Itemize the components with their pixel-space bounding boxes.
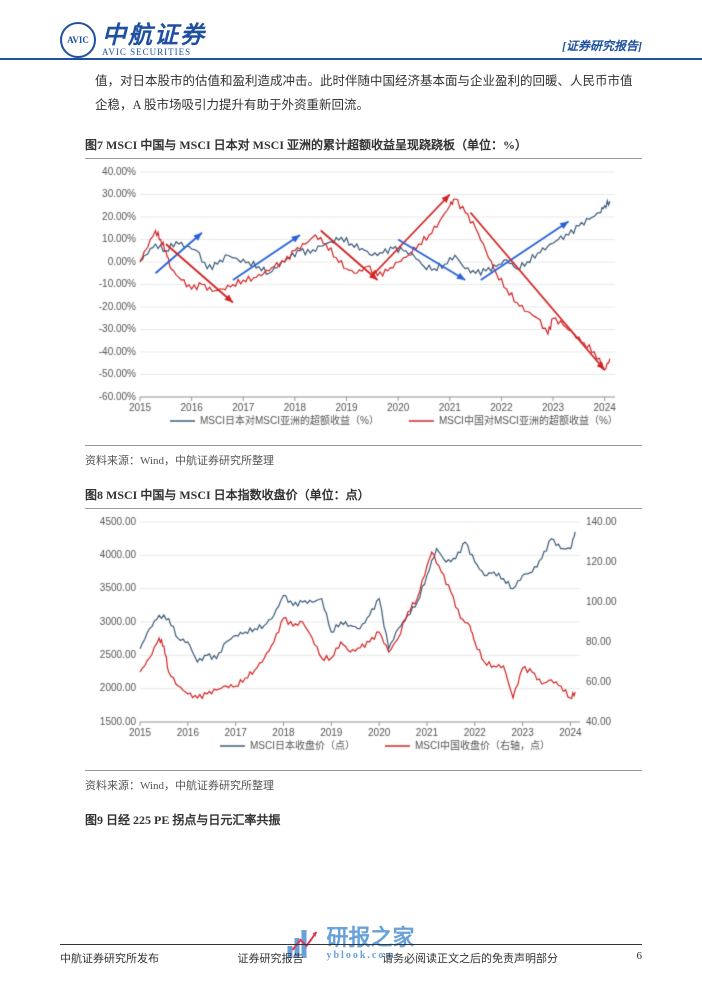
header-report-label: [证券研究报告] [562, 37, 642, 58]
logo-badge-icon: AVIC [60, 22, 96, 58]
fig8-source: 资料来源：Wind，中航证券研究所整理 [85, 777, 642, 793]
body: 值，对日本股市的估值和盈利造成冲击。此时伴随中国经济基本面与企业盈利的回暖、人民… [0, 60, 702, 828]
fig8-title: 图8 MSCI 中国与 MSCI 日本指数收盘价（单位：点） [85, 486, 642, 503]
fig8-chart [85, 512, 625, 767]
fig9-title: 图9 日经 225 PE 拐点与日元汇率共振 [85, 811, 642, 828]
logo-en: AVIC SECURITIES [102, 48, 206, 57]
page-footer: 中航证券研究所发布 证券研究报告 请务必阅读正文之后的免责声明部分 6 [60, 944, 642, 966]
logo-cn: 中航证券 [102, 24, 206, 48]
logo-text: 中航证券 AVIC SECURITIES [102, 24, 206, 57]
footer-right: 请务必阅读正文之后的免责声明部分 [382, 950, 558, 966]
logo: AVIC 中航证券 AVIC SECURITIES [60, 22, 206, 58]
fig7-title: 图7 MSCI 中国与 MSCI 日本对 MSCI 亚洲的累计超额收益呈现跷跷板… [85, 136, 642, 153]
footer-page: 6 [637, 950, 643, 966]
page-header: AVIC 中航证券 AVIC SECURITIES [证券研究报告] [0, 0, 702, 60]
fig8-box [85, 508, 642, 771]
fig7-source: 资料来源：Wind，中航证券研究所整理 [85, 452, 642, 468]
intro-paragraph: 值，对日本股市的估值和盈利造成冲击。此时伴随中国经济基本面与企业盈利的回暖、人民… [95, 70, 642, 118]
fig7-chart [85, 162, 625, 442]
footer-left: 中航证券研究所发布 [60, 950, 159, 966]
footer-mid: 证券研究报告 [238, 950, 304, 966]
fig7-box [85, 158, 642, 446]
